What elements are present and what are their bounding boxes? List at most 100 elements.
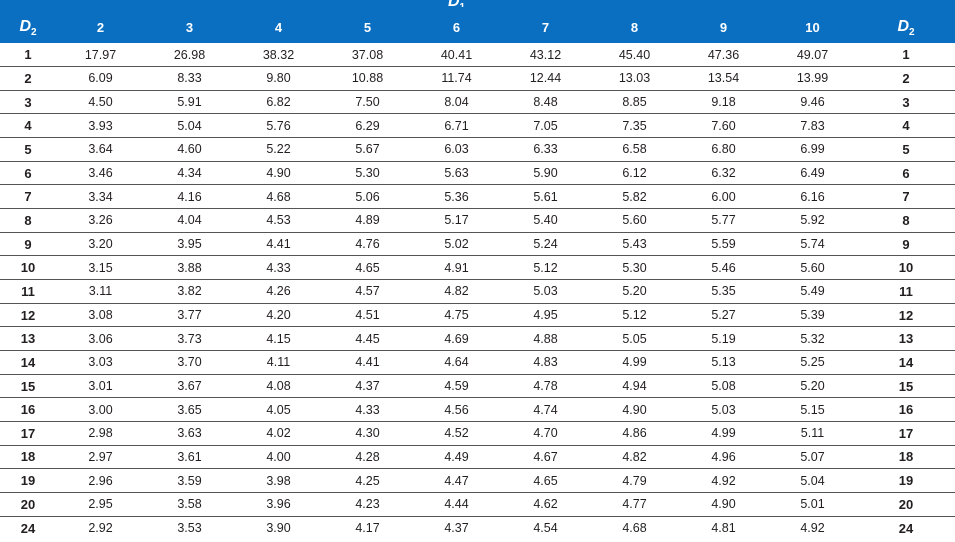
table-cell: 4.62 <box>533 497 558 512</box>
row-label-right: 8 <box>902 212 910 228</box>
table-cell: 4.23 <box>355 497 380 512</box>
table-cell: 5.36 <box>444 189 469 204</box>
table-cell: 3.82 <box>177 284 202 299</box>
table-cell: 4.25 <box>355 473 380 488</box>
table-cell: 13.54 <box>707 71 740 86</box>
column-group-label: D1 <box>412 0 501 7</box>
table-row: 17 2.98 3.63 4.02 4.30 4.52 4.70 4.86 4.99 5.11 17 <box>0 422 955 446</box>
table-cell: 3.65 <box>177 402 202 417</box>
table-cell: 3.11 <box>88 284 113 299</box>
table-cell: 3.67 <box>177 379 202 394</box>
row-label-left: 12 <box>20 307 36 323</box>
column-header-with-group: D1 6 <box>412 0 501 43</box>
header-row: D2 2 3 4 5 D16 7 8 9 10 D2 <box>0 0 955 43</box>
table-row: 20 2.95 3.58 3.96 4.23 4.44 4.62 4.77 4.90 5.01 20 <box>0 492 955 517</box>
table-cell: 5.03 <box>711 402 736 417</box>
table-cell: 5.77 <box>711 213 736 228</box>
table-cell: 4.30 <box>355 426 380 441</box>
table-cell: 6.80 <box>711 142 736 157</box>
table-cell: 4.50 <box>88 95 113 110</box>
table-cell: 3.70 <box>177 355 202 370</box>
table-cell: 8.33 <box>177 71 202 86</box>
table-cell: 3.06 <box>88 331 113 346</box>
table-row: 2 6.09 8.33 9.80 10.88 11.74 12.44 13.03 13.54 13… <box>0 67 955 91</box>
row-axis-subscript: 2 <box>31 27 37 38</box>
table-cell: 6.00 <box>711 189 736 204</box>
table-cell: 4.41 <box>266 237 291 252</box>
column-header: 3 <box>185 20 194 35</box>
table-cell: 4.37 <box>444 521 469 536</box>
table-row: 18 2.97 3.61 4.00 4.28 4.49 4.67 4.82 4.96 5.07 18 <box>0 445 955 469</box>
row-axis-symbol: D <box>897 17 909 35</box>
table-cell: 5.46 <box>711 260 736 275</box>
row-label-left: 2 <box>24 70 32 86</box>
table-cell: 5.19 <box>711 331 736 346</box>
table-row: 6 3.46 4.34 4.90 5.30 5.63 5.90 6.12 6.32 6.49 6 <box>0 161 955 185</box>
table-cell: 6.49 <box>800 166 825 181</box>
table-cell: 3.53 <box>177 521 202 536</box>
table-cell: 2.98 <box>88 426 113 441</box>
table-row: 13 3.06 3.73 4.15 4.45 4.69 4.88 5.05 5.19 5.32 13 <box>0 327 955 351</box>
table-cell: 4.53 <box>266 213 291 228</box>
table-cell: 5.25 <box>800 355 825 370</box>
table-row: 19 2.96 3.59 3.98 4.25 4.47 4.65 4.79 4.92 5.04 19 <box>0 469 955 493</box>
table-cell: 4.68 <box>266 189 291 204</box>
table-cell: 5.05 <box>622 331 647 346</box>
table-cell: 2.95 <box>88 497 113 512</box>
table-cell: 4.64 <box>444 355 469 370</box>
table-cell: 4.33 <box>355 402 380 417</box>
row-label-left: 16 <box>20 402 36 418</box>
table-body: 1 17.97 26.98 38.32 37.08 40.41 43.12 45.40 47.3… <box>0 43 955 540</box>
table-cell: 4.82 <box>444 284 469 299</box>
table-cell: 5.30 <box>622 260 647 275</box>
table-cell: 4.83 <box>533 355 558 370</box>
table-cell: 5.90 <box>533 166 558 181</box>
table-row: 3 4.50 5.91 6.82 7.50 8.04 8.48 8.85 9.18 9.46 3 <box>0 90 955 114</box>
table-cell: 7.60 <box>711 118 736 133</box>
table-cell: 3.00 <box>88 402 113 417</box>
row-label-right: 14 <box>898 354 914 370</box>
table-cell: 4.65 <box>533 473 558 488</box>
table-cell: 4.90 <box>622 402 647 417</box>
row-label-right: 6 <box>902 165 910 181</box>
table-cell: 43.12 <box>529 47 562 62</box>
table-cell: 5.24 <box>533 237 558 252</box>
table-cell: 6.29 <box>355 118 380 133</box>
table-cell: 4.45 <box>355 331 380 346</box>
table-cell: 5.01 <box>800 497 825 512</box>
table-cell: 3.20 <box>88 237 113 252</box>
row-label-left: 15 <box>20 378 36 394</box>
table-cell: 9.80 <box>266 71 291 86</box>
table-cell: 4.15 <box>266 331 291 346</box>
table-cell: 8.04 <box>444 95 469 110</box>
table-row: 14 3.03 3.70 4.11 4.41 4.64 4.83 4.99 5.13 5.25 14 <box>0 351 955 375</box>
table-cell: 4.44 <box>444 497 469 512</box>
table-cell: 4.57 <box>355 284 380 299</box>
table-cell: 7.05 <box>533 118 558 133</box>
table-cell: 3.88 <box>177 260 202 275</box>
table-cell: 5.04 <box>800 473 825 488</box>
row-label-left: 14 <box>20 354 36 370</box>
table-cell: 4.20 <box>266 308 291 323</box>
table-cell: 3.96 <box>266 497 291 512</box>
table-cell: 45.40 <box>618 47 651 62</box>
table-cell: 4.60 <box>177 142 202 157</box>
row-label-right: 16 <box>898 402 914 418</box>
table-cell: 4.11 <box>266 355 291 370</box>
row-label-right: 18 <box>898 449 914 465</box>
table-cell: 5.63 <box>444 166 469 181</box>
table-cell: 5.04 <box>177 118 202 133</box>
table-cell: 3.93 <box>88 118 113 133</box>
table-cell: 6.82 <box>266 95 291 110</box>
table-cell: 5.35 <box>711 284 736 299</box>
table-cell: 13.03 <box>618 71 651 86</box>
table-cell: 4.96 <box>711 449 736 464</box>
row-label-left: 7 <box>24 189 32 205</box>
column-header: 10 <box>805 20 820 35</box>
column-header: 5 <box>363 20 372 35</box>
table-cell: 4.02 <box>266 426 291 441</box>
table-cell: 6.99 <box>800 142 825 157</box>
row-label-left: 4 <box>24 118 32 134</box>
table-cell: 7.35 <box>622 118 647 133</box>
